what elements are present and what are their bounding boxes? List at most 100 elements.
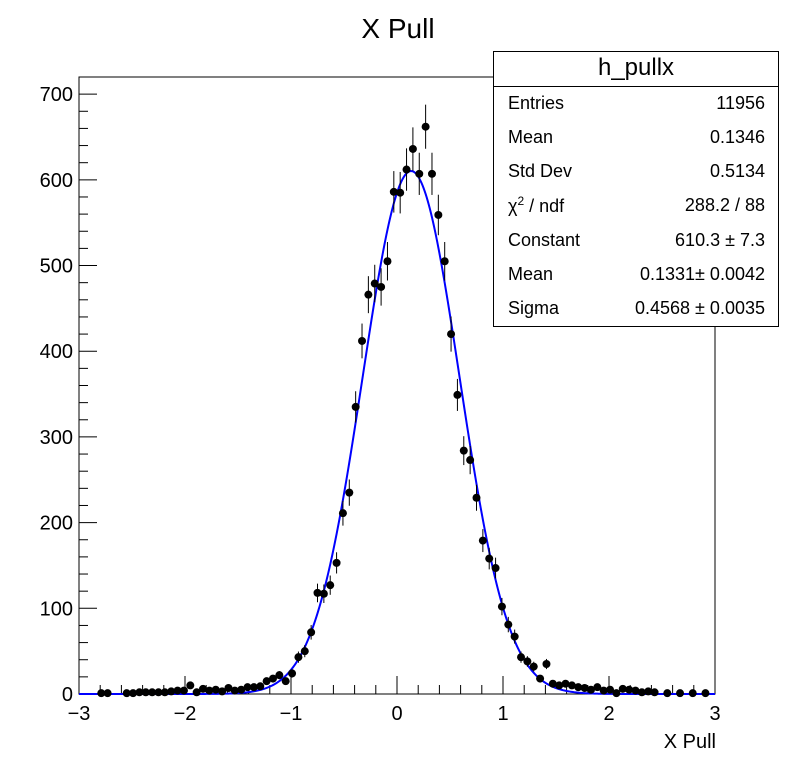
data-point bbox=[650, 688, 659, 697]
x-tick-label: 2 bbox=[603, 703, 614, 725]
data-point bbox=[485, 554, 494, 563]
stats-value: 11956 bbox=[716, 92, 765, 113]
y-axis: 0 100 200 300 400 500 600 700 bbox=[40, 76, 97, 706]
data-point bbox=[224, 684, 233, 693]
chi-superscript: 2 bbox=[517, 193, 525, 208]
data-point bbox=[154, 688, 163, 697]
data-point bbox=[199, 684, 208, 693]
data-point bbox=[421, 122, 430, 131]
data-point bbox=[103, 689, 112, 698]
stats-label: Constant bbox=[508, 229, 581, 250]
data-point bbox=[205, 686, 214, 695]
stats-box: h_pullx Entries 11956 Mean 0.1346 Std De… bbox=[493, 51, 779, 327]
stats-label: Mean bbox=[508, 263, 554, 284]
data-point bbox=[256, 682, 265, 691]
stats-value: 610.3 ± 7.3 bbox=[675, 229, 765, 250]
stats-row-mean: Mean 0.1346 bbox=[508, 120, 765, 154]
data-point bbox=[243, 683, 252, 692]
stats-label: χ2 / ndf bbox=[508, 194, 564, 217]
data-point bbox=[97, 689, 106, 698]
data-point bbox=[160, 688, 169, 697]
data-point bbox=[542, 660, 551, 669]
data-point bbox=[548, 679, 557, 688]
data-point bbox=[141, 688, 150, 697]
data-point bbox=[192, 688, 201, 697]
data-point bbox=[459, 446, 468, 455]
ndf-text: / ndf bbox=[524, 195, 565, 216]
data-point bbox=[167, 687, 176, 696]
data-point bbox=[351, 402, 360, 411]
data-point bbox=[230, 686, 239, 695]
data-point bbox=[294, 653, 303, 662]
x-tick-label: 3 bbox=[709, 703, 720, 725]
stats-label: Sigma bbox=[508, 297, 560, 318]
data-point bbox=[536, 674, 545, 683]
data-point bbox=[631, 686, 640, 695]
data-point bbox=[625, 685, 634, 694]
data-point bbox=[415, 169, 424, 178]
data-point bbox=[249, 683, 258, 692]
data-point bbox=[396, 188, 405, 197]
data-point bbox=[262, 677, 271, 686]
data-point bbox=[529, 662, 538, 671]
data-point bbox=[275, 671, 284, 680]
data-point bbox=[135, 688, 144, 697]
data-point bbox=[701, 689, 710, 698]
data-point bbox=[612, 689, 621, 698]
data-point bbox=[510, 632, 519, 641]
chi-symbol: χ bbox=[508, 195, 518, 216]
data-point bbox=[179, 686, 188, 695]
data-point bbox=[313, 588, 322, 597]
stats-value: 0.1331± 0.0042 bbox=[640, 263, 765, 284]
chart-title: X Pull bbox=[361, 13, 434, 44]
x-tick-label: −1 bbox=[280, 703, 303, 725]
data-point bbox=[326, 581, 335, 590]
stats-row-fit-mean: Mean 0.1331± 0.0042 bbox=[508, 257, 765, 291]
data-point bbox=[447, 330, 456, 339]
data-point bbox=[688, 689, 697, 698]
data-point bbox=[148, 688, 157, 697]
data-point bbox=[517, 653, 526, 662]
stats-box-title: h_pullx bbox=[494, 52, 778, 87]
x-tick-label: 0 bbox=[391, 703, 402, 725]
stats-label: Mean bbox=[508, 126, 554, 147]
data-point bbox=[491, 564, 500, 573]
data-point bbox=[402, 165, 411, 174]
data-point bbox=[345, 488, 354, 497]
data-point bbox=[567, 681, 576, 690]
stats-value: 0.1346 bbox=[709, 126, 765, 147]
x-tick-label: −3 bbox=[68, 703, 91, 725]
data-point bbox=[377, 282, 386, 291]
data-point bbox=[618, 684, 627, 693]
data-point bbox=[472, 493, 481, 502]
data-point bbox=[644, 687, 653, 696]
data-point bbox=[663, 689, 672, 698]
y-tick-label: 300 bbox=[40, 427, 73, 449]
data-point bbox=[358, 336, 367, 345]
data-point bbox=[555, 681, 564, 690]
data-points-layer bbox=[97, 104, 710, 698]
stats-label: Std Dev bbox=[508, 160, 573, 181]
data-point bbox=[288, 669, 297, 678]
y-tick-label: 100 bbox=[40, 598, 73, 620]
stats-row-sigma: Sigma 0.4568 ± 0.0035 bbox=[508, 291, 765, 325]
data-point bbox=[676, 689, 685, 698]
y-tick-label: 500 bbox=[40, 256, 73, 278]
x-tick-label: 1 bbox=[497, 703, 508, 725]
data-point bbox=[319, 589, 328, 598]
stats-value: 288.2 / 88 bbox=[684, 194, 765, 215]
data-point bbox=[504, 620, 513, 629]
data-point bbox=[427, 169, 436, 178]
data-point bbox=[440, 257, 449, 266]
y-tick-label: 200 bbox=[40, 513, 73, 535]
data-point bbox=[268, 674, 277, 683]
data-point bbox=[307, 628, 316, 637]
data-point bbox=[300, 647, 309, 656]
data-point bbox=[466, 456, 475, 465]
data-point bbox=[593, 683, 602, 692]
y-tick-label: 0 bbox=[62, 684, 73, 706]
data-point bbox=[408, 144, 417, 153]
data-point bbox=[453, 390, 462, 399]
data-point bbox=[580, 684, 589, 693]
y-tick-label: 700 bbox=[40, 84, 73, 106]
